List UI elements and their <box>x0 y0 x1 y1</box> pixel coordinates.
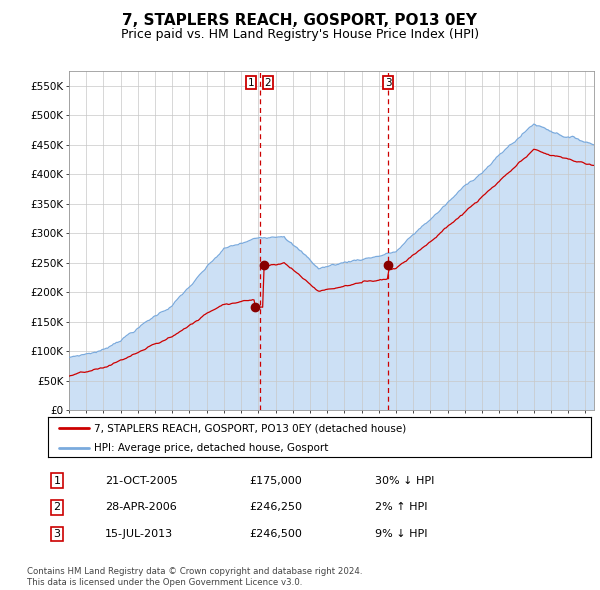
Text: Price paid vs. HM Land Registry's House Price Index (HPI): Price paid vs. HM Land Registry's House … <box>121 28 479 41</box>
Text: 15-JUL-2013: 15-JUL-2013 <box>105 529 173 539</box>
Text: 3: 3 <box>385 78 391 87</box>
Text: 1: 1 <box>53 476 61 486</box>
Text: Contains HM Land Registry data © Crown copyright and database right 2024.
This d: Contains HM Land Registry data © Crown c… <box>27 568 362 586</box>
Text: 21-OCT-2005: 21-OCT-2005 <box>105 476 178 486</box>
Text: 9% ↓ HPI: 9% ↓ HPI <box>375 529 427 539</box>
Text: £175,000: £175,000 <box>249 476 302 486</box>
Text: £246,250: £246,250 <box>249 503 302 512</box>
Text: £246,500: £246,500 <box>249 529 302 539</box>
Text: 2: 2 <box>53 503 61 512</box>
Text: 7, STAPLERS REACH, GOSPORT, PO13 0EY: 7, STAPLERS REACH, GOSPORT, PO13 0EY <box>122 13 478 28</box>
Text: 2% ↑ HPI: 2% ↑ HPI <box>375 503 427 512</box>
Text: 2: 2 <box>265 78 271 87</box>
Text: HPI: Average price, detached house, Gosport: HPI: Average price, detached house, Gosp… <box>94 444 329 454</box>
Text: 1: 1 <box>248 78 254 87</box>
Text: 28-APR-2006: 28-APR-2006 <box>105 503 177 512</box>
Text: 3: 3 <box>53 529 61 539</box>
Text: 7, STAPLERS REACH, GOSPORT, PO13 0EY (detached house): 7, STAPLERS REACH, GOSPORT, PO13 0EY (de… <box>94 424 406 434</box>
Text: 30% ↓ HPI: 30% ↓ HPI <box>375 476 434 486</box>
